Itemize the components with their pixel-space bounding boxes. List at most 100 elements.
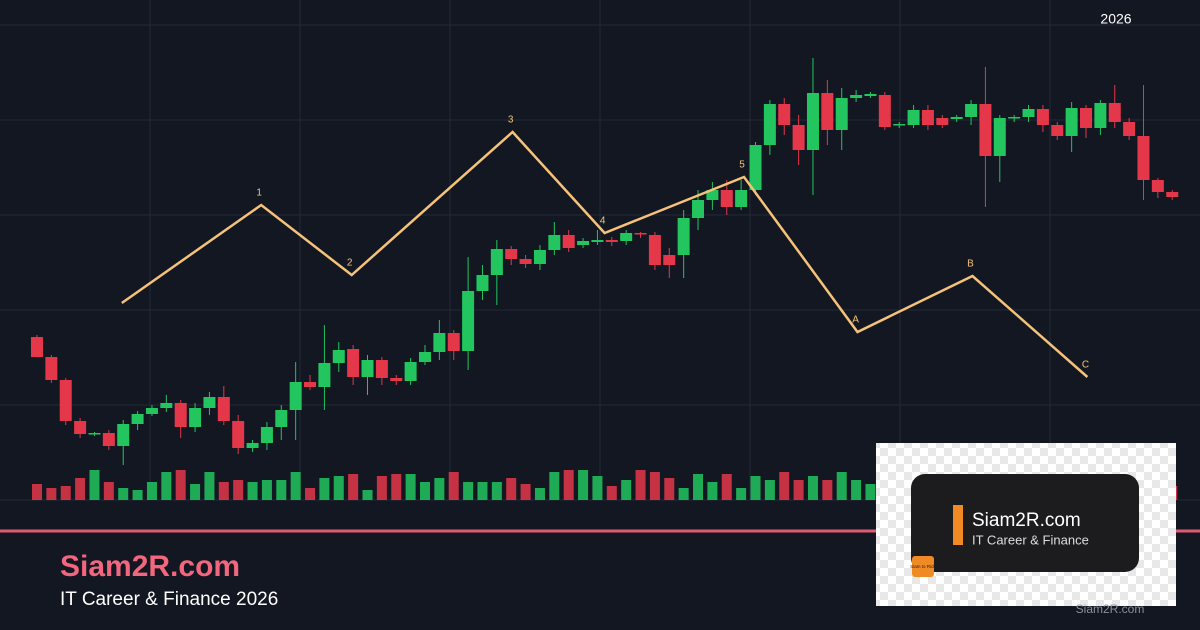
candle-body bbox=[45, 357, 58, 380]
candle-body bbox=[246, 443, 259, 448]
candle-body bbox=[921, 110, 934, 125]
candle-body bbox=[59, 380, 72, 421]
wave-label: 1 bbox=[256, 188, 262, 199]
candle-body bbox=[505, 249, 518, 259]
year-label: 2026 bbox=[1100, 11, 1131, 27]
volume-bar bbox=[750, 476, 761, 500]
wave-label: C bbox=[1082, 360, 1089, 371]
volume-bar bbox=[89, 470, 100, 500]
candle-body bbox=[878, 95, 891, 127]
wave-label: A bbox=[852, 315, 859, 326]
candle-body bbox=[533, 250, 546, 264]
candle-body bbox=[304, 382, 317, 387]
volume-bar bbox=[736, 488, 747, 500]
volume-bar bbox=[146, 482, 157, 500]
candle-body bbox=[217, 397, 230, 421]
candle-body bbox=[850, 95, 863, 98]
volume-bar bbox=[175, 470, 186, 500]
candle-body bbox=[1137, 136, 1150, 180]
candle-body bbox=[1123, 122, 1136, 136]
candle-body bbox=[31, 337, 43, 357]
candle-body bbox=[634, 233, 647, 235]
candle-body bbox=[864, 94, 877, 96]
candle-body bbox=[763, 104, 776, 145]
candle-body bbox=[979, 104, 992, 156]
candle-body bbox=[965, 104, 978, 117]
volume-bar bbox=[664, 478, 675, 500]
candle-body bbox=[145, 408, 158, 414]
candle-body bbox=[692, 200, 705, 218]
volume-bar bbox=[534, 488, 545, 500]
volume-bar bbox=[836, 472, 847, 500]
volume-bar bbox=[549, 472, 560, 500]
volume-bar bbox=[506, 478, 517, 500]
candle-body bbox=[778, 104, 791, 125]
candle-body bbox=[174, 403, 187, 427]
volume-bar bbox=[448, 472, 459, 500]
wave-label: 3 bbox=[508, 115, 514, 126]
candle-body bbox=[1036, 109, 1049, 125]
volume-bar bbox=[118, 488, 129, 500]
candle-body bbox=[591, 240, 604, 242]
watermark: Siam2R.com bbox=[1076, 602, 1145, 616]
volume-bar bbox=[635, 470, 646, 500]
tagline: IT Career & Finance 2026 bbox=[60, 589, 278, 610]
volume-bar bbox=[764, 480, 775, 500]
candle-body bbox=[260, 427, 273, 443]
candle-body bbox=[160, 403, 173, 408]
volume-bar bbox=[520, 484, 531, 500]
volume-bar bbox=[491, 482, 502, 500]
candle-body bbox=[1008, 117, 1021, 119]
volume-bar bbox=[851, 480, 862, 500]
volume-bar bbox=[822, 480, 833, 500]
candle-body bbox=[1080, 108, 1093, 128]
logo-badge bbox=[912, 556, 934, 577]
logo-card: Siam2R.com IT Career & Finance Siam to R… bbox=[876, 443, 1176, 606]
volume-bar bbox=[807, 476, 818, 500]
candle-body bbox=[375, 360, 388, 378]
candle-body bbox=[1108, 103, 1121, 122]
volume-bar bbox=[419, 482, 430, 500]
candle-body bbox=[490, 249, 503, 275]
candle-body bbox=[203, 397, 216, 408]
candle-body bbox=[88, 433, 101, 435]
logo-name: Siam2R.com bbox=[972, 510, 1081, 531]
logo-badge-text: Siam to Rich bbox=[910, 564, 936, 569]
volume-bar bbox=[405, 474, 416, 500]
volume-bar bbox=[46, 488, 57, 500]
candle-body bbox=[620, 233, 633, 241]
candle-body bbox=[605, 240, 618, 242]
volume-bar bbox=[233, 480, 244, 500]
logo-bar bbox=[953, 505, 963, 545]
wave-line bbox=[121, 130, 1089, 378]
candle-body bbox=[907, 110, 920, 125]
volume-bar bbox=[60, 486, 71, 500]
candle-body bbox=[735, 190, 748, 207]
candle-body bbox=[749, 145, 762, 190]
volume-bar bbox=[563, 470, 574, 500]
candle-body bbox=[562, 235, 575, 248]
wave-label: 4 bbox=[600, 216, 606, 227]
candle-body bbox=[548, 235, 561, 250]
candle-body bbox=[1094, 103, 1107, 128]
candle-body bbox=[102, 433, 115, 446]
candle-body bbox=[663, 255, 676, 265]
volume-bar bbox=[276, 480, 287, 500]
candle-body bbox=[1166, 192, 1179, 197]
logo-tagline: IT Career & Finance bbox=[972, 532, 1089, 547]
candle-body bbox=[74, 421, 87, 434]
volume-bar bbox=[477, 482, 488, 500]
candle-body bbox=[318, 363, 331, 387]
volume-bar bbox=[204, 472, 215, 500]
volume-bar bbox=[721, 474, 732, 500]
wave-label: 2 bbox=[347, 258, 353, 269]
volume-bar bbox=[606, 486, 617, 500]
candle-body bbox=[275, 410, 288, 427]
volume-bar bbox=[793, 480, 804, 500]
logo-panel bbox=[911, 474, 1139, 572]
volume-bar bbox=[261, 480, 272, 500]
volume-bar bbox=[362, 490, 373, 500]
volume-bar bbox=[621, 480, 632, 500]
volume-bar bbox=[391, 474, 402, 500]
